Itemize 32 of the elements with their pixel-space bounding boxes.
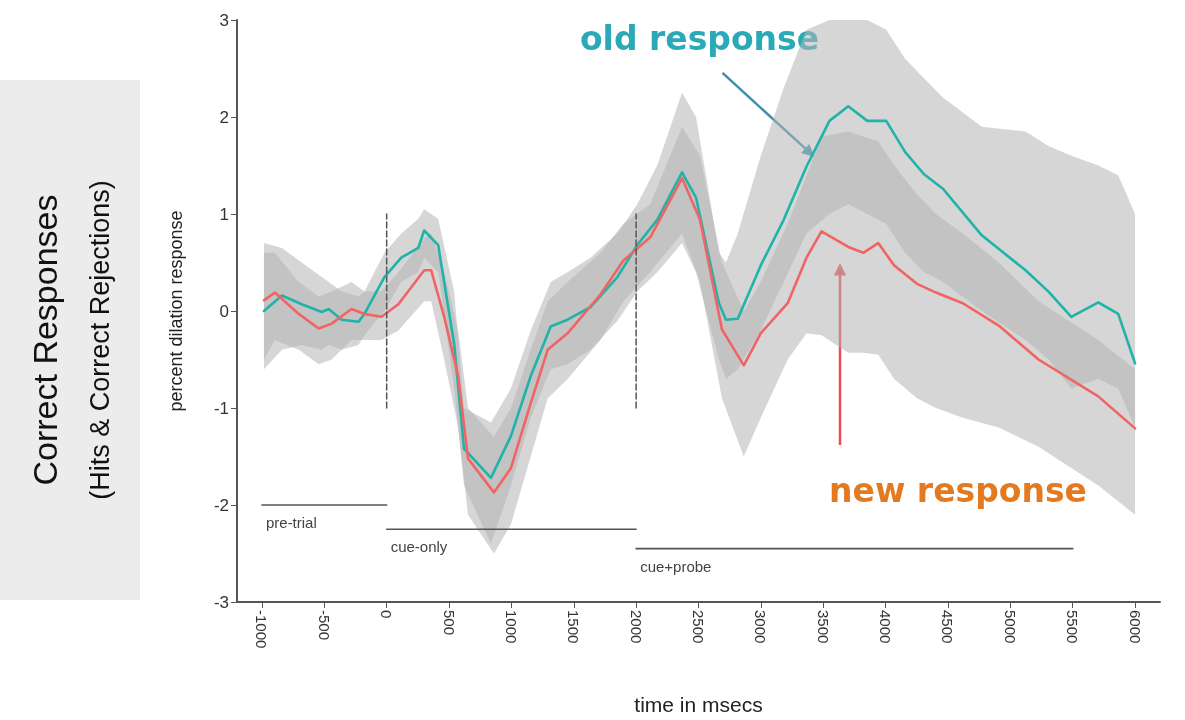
x-tick-label: 4500 [939, 610, 957, 644]
y-tick-label: 2 [219, 107, 229, 127]
y-tick-label: 1 [219, 204, 229, 224]
series-label: pre-trial [265, 514, 317, 531]
y-tick-label: 3 [219, 10, 229, 30]
x-tick-label: 5000 [1001, 610, 1019, 644]
y-tick-label: -3 [213, 592, 229, 612]
annotation: old response [579, 19, 820, 59]
x-tick-label: 3000 [752, 610, 770, 644]
x-tick-label: -500 [315, 610, 333, 641]
y-tick-label: -2 [213, 495, 229, 515]
text: Correct Responses [26, 194, 64, 486]
y-tick-label: 0 [219, 301, 229, 321]
y-axis-title: percent dilation response [166, 210, 186, 412]
x-tick-label: 3500 [814, 610, 832, 644]
series-label: cue-only [390, 538, 448, 556]
x-tick-label: 500 [440, 610, 458, 636]
x-tick-label: 6000 [1126, 610, 1144, 644]
x-tick-label: 2500 [690, 610, 707, 644]
line-series [262, 105, 1137, 480]
x-tick-label: 1000 [502, 610, 520, 644]
series-label: cue+probe [640, 557, 712, 575]
x-tick-label: 0 [378, 610, 396, 619]
text: (Hits & Correct Rejections) [85, 180, 115, 500]
x-axis-title: time in msecs [634, 693, 763, 716]
x-tick-label: 5500 [1064, 610, 1082, 644]
x-tick-label: 2000 [627, 610, 645, 644]
x-tick-label: 1500 [565, 610, 583, 644]
y-tick-label: -1 [213, 398, 229, 418]
x-tick-label: -1000 [253, 610, 271, 649]
x-tick-label: 4000 [877, 610, 895, 644]
annotation: new response [829, 470, 1087, 510]
